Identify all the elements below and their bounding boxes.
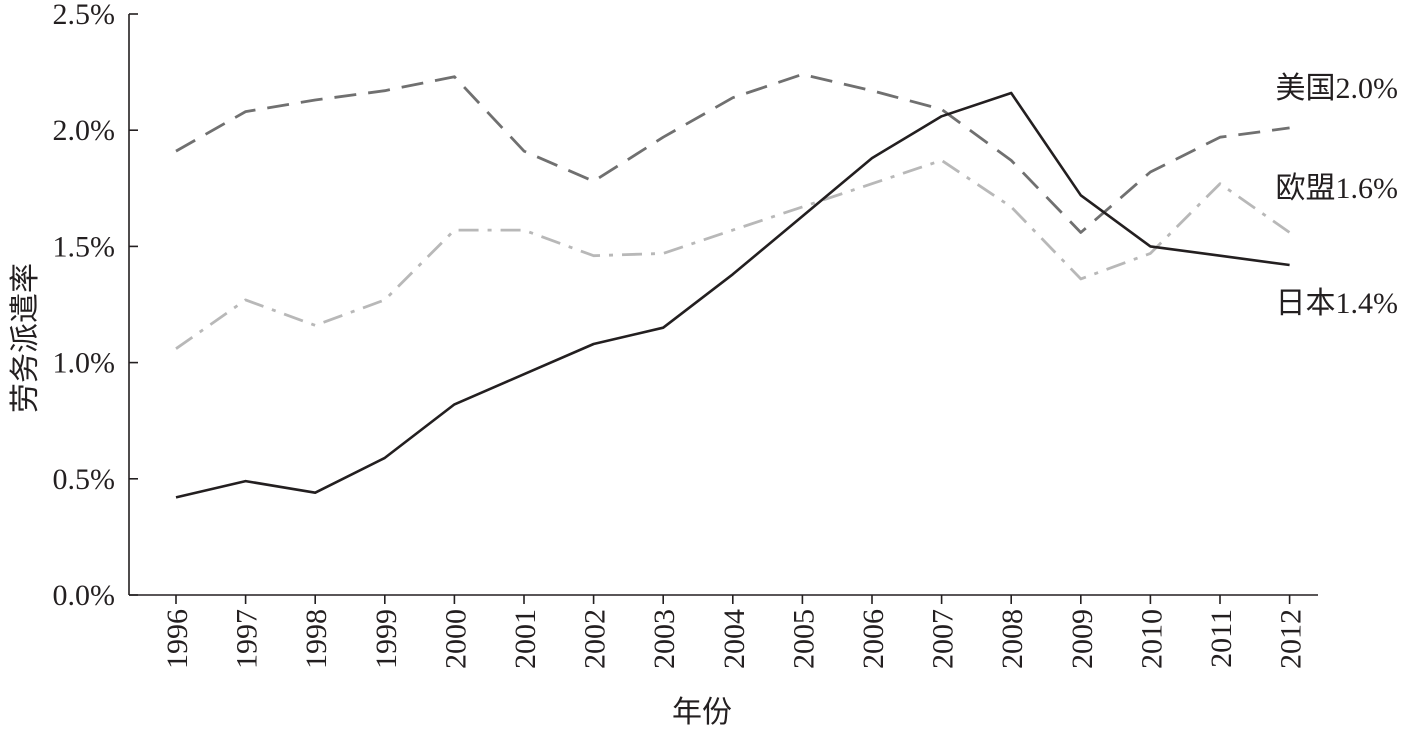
x-tick-label: 2006 bbox=[857, 609, 890, 669]
y-tick-label: 0.5% bbox=[53, 463, 116, 496]
y-tick-label: 2.5% bbox=[53, 0, 116, 31]
x-tick-label: 2002 bbox=[579, 609, 612, 669]
series-lines bbox=[175, 73, 1291, 499]
x-tick-label: 1998 bbox=[300, 609, 333, 669]
axes: 0.0% 0.5% 1.0% 1.5% 2.0% 2.5% 1996 1997 1998 1999… bbox=[53, 0, 1318, 669]
series-end-label: 欧盟1.6% bbox=[1276, 172, 1399, 205]
x-tick-label: 2000 bbox=[439, 609, 472, 669]
series-line-2 bbox=[175, 158, 1291, 350]
x-tick-label: 2005 bbox=[787, 609, 820, 669]
y-tick-label: 1.5% bbox=[53, 230, 116, 263]
x-tick-label: 2010 bbox=[1135, 609, 1168, 669]
x-axis-title: 年份 bbox=[672, 695, 732, 729]
x-tick-label: 2007 bbox=[927, 609, 960, 669]
x-tick-label: 2008 bbox=[996, 609, 1029, 669]
x-tick-label: 2011 bbox=[1205, 609, 1238, 668]
series-end-label: 日本1.4% bbox=[1276, 287, 1399, 320]
series-line-1 bbox=[175, 73, 1290, 234]
x-tick-label: 2009 bbox=[1066, 609, 1099, 669]
y-tick-label: 1.0% bbox=[53, 347, 116, 380]
x-tick-label: 2003 bbox=[648, 609, 681, 669]
x-tick-label: 2012 bbox=[1275, 609, 1308, 669]
x-tick-label: 1999 bbox=[370, 609, 403, 669]
x-tick-label: 2004 bbox=[718, 609, 751, 669]
x-tick-label: 2001 bbox=[509, 609, 542, 669]
y-tick-label: 2.0% bbox=[53, 114, 116, 147]
x-tick-label: 1997 bbox=[231, 609, 264, 669]
series-labels: 美国2.0% 欧盟1.6% 日本1.4% bbox=[1276, 72, 1399, 320]
y-axis-title: 劳务派遣率 bbox=[8, 263, 43, 413]
x-tick-label: 1996 bbox=[161, 609, 194, 669]
series-line-3 bbox=[175, 91, 1290, 499]
y-tick-label: 0.0% bbox=[53, 579, 116, 612]
series-end-label: 美国2.0% bbox=[1276, 72, 1399, 105]
